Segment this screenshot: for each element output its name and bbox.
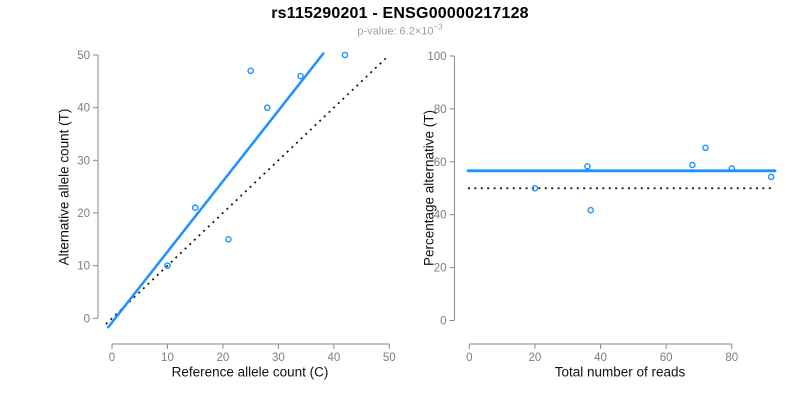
right-scatter-point: [702, 144, 709, 152]
left-x-tick-label: 40: [327, 352, 340, 364]
left-scatter-point: [164, 262, 171, 269]
left-scatter-point: [297, 72, 304, 80]
right-y-tick-label: 20: [434, 263, 447, 275]
right-x-tick-label: 20: [529, 352, 542, 364]
left-x-tick-label: 10: [161, 352, 174, 364]
right-scatter-point: [767, 173, 775, 181]
right-scatter-point: [531, 184, 539, 192]
left-scatter-point: [341, 51, 349, 59]
right-scatter-point: [728, 165, 736, 172]
left-plot-x-axis-title: Reference allele count (C): [171, 364, 329, 380]
left-y-tick-label: 40: [77, 103, 90, 115]
right-scatter-point: [689, 161, 696, 169]
right-plot-y-axis-title: Percentage alternative (T): [421, 109, 437, 267]
right-scatter-point: [584, 162, 591, 170]
right-y-tick-label: 0: [440, 316, 446, 328]
right-y-tick-label: 100: [427, 51, 446, 63]
left-x-tick-label: 20: [217, 352, 230, 364]
left-scatter-point: [263, 104, 271, 111]
right-y-tick-label: 80: [434, 104, 447, 116]
left-y-tick-label: 50: [77, 50, 90, 62]
figure-title: rs115290201 - ENSG00000217128: [271, 5, 529, 22]
right-y-tick-label: 60: [434, 157, 447, 169]
left-y-tick-label: 0: [84, 313, 90, 325]
left-y-tick-label: 10: [77, 261, 90, 273]
right-x-tick-label: 0: [466, 352, 472, 364]
left-scatter-point: [247, 67, 254, 75]
left-x-tick-label: 30: [272, 352, 285, 364]
right-y-tick-label: 40: [434, 210, 447, 222]
left-y-tick-label: 30: [77, 155, 90, 167]
p-value-subtitle: p-value: 6.2×10−3: [357, 23, 442, 38]
right-x-tick-label: 80: [725, 352, 738, 364]
left-x-tick-label: 0: [109, 352, 115, 364]
left-fit-line: [106, 52, 325, 329]
right-x-tick-label: 60: [660, 352, 673, 364]
p-value-exponent: −3: [433, 22, 443, 32]
left-reference-dotted-line: [105, 57, 388, 325]
right-scatter-point: [587, 206, 594, 214]
right-x-tick-label: 40: [594, 352, 607, 364]
left-scatter-point: [225, 236, 232, 243]
left-x-tick-label: 50: [383, 352, 396, 364]
right-plot-x-axis-title: Total number of reads: [554, 364, 686, 380]
p-value-text: p-value: 6.2: [357, 25, 415, 38]
left-y-tick-label: 20: [77, 208, 90, 220]
p-value-base: ×10: [414, 25, 434, 38]
left-plot-y-axis-title: Alternative allele count (T): [56, 108, 72, 266]
left-scatter-point: [191, 204, 199, 212]
